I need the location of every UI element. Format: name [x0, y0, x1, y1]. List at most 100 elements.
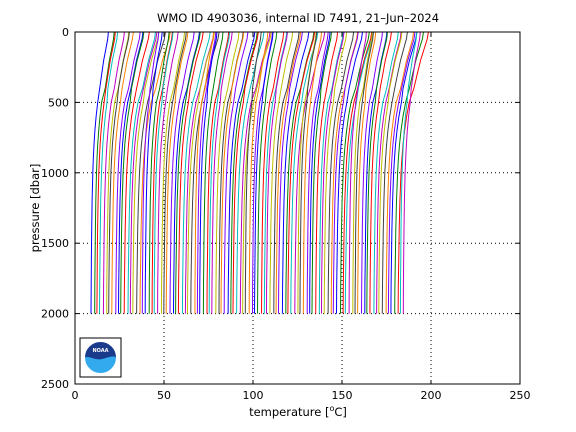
noaa-logo: NOAA	[79, 337, 122, 378]
profile-line	[236, 31, 265, 314]
profile-line	[387, 31, 416, 314]
profile-line	[402, 31, 421, 314]
y-tick-label: 1000	[41, 167, 69, 180]
profile-line	[96, 31, 116, 314]
profile-line	[369, 31, 392, 314]
profile-line	[232, 31, 259, 314]
profile-line	[90, 31, 109, 314]
noaa-logo-text: NOAA	[92, 348, 108, 354]
profile-line	[261, 31, 285, 314]
y-tick-label: 2500	[41, 378, 69, 391]
profile-line	[285, 31, 315, 314]
profile-line	[315, 31, 339, 314]
profile-line	[196, 31, 217, 314]
profile-line	[385, 31, 415, 314]
profile-line	[373, 31, 399, 314]
profile-line	[336, 31, 363, 314]
profile-line	[136, 31, 166, 314]
profile-line	[165, 31, 189, 314]
profile-line	[202, 31, 224, 314]
plot-frame	[74, 31, 521, 385]
noaa-logo-bird-icon	[84, 356, 117, 374]
profile-line	[115, 31, 141, 314]
x-axis-title: temperature [oC]	[249, 404, 347, 419]
profile-line	[266, 31, 288, 314]
profile-line	[118, 31, 144, 314]
profile-line	[302, 31, 323, 314]
profile-line	[160, 31, 186, 314]
profile-line	[151, 31, 173, 314]
profile-line	[275, 31, 302, 314]
profile-line	[153, 31, 174, 314]
x-tick-label: 0	[72, 389, 79, 402]
profile-line	[211, 31, 233, 314]
profile-line	[244, 31, 262, 314]
profile-line	[344, 31, 374, 314]
profile-line	[311, 31, 332, 314]
profile-line	[141, 31, 160, 314]
profile-line	[399, 31, 418, 314]
x-tick-label: 50	[157, 389, 171, 402]
profile-line	[318, 31, 344, 314]
x-tick-label: 150	[332, 389, 353, 402]
profile-line	[257, 31, 278, 314]
profile-line	[199, 31, 218, 314]
profile-line	[94, 31, 115, 314]
profile-line	[357, 31, 377, 314]
profile-line	[269, 31, 294, 314]
profile-line	[340, 31, 370, 314]
profile-line	[332, 31, 359, 314]
profile-line	[223, 31, 249, 314]
profile-line	[132, 31, 160, 314]
profile-line	[181, 31, 211, 314]
profile-line	[111, 31, 134, 314]
profile-line	[123, 31, 150, 314]
y-tick-label: 500	[48, 96, 69, 109]
profile-line	[327, 31, 355, 314]
profile-line	[348, 31, 367, 314]
profile-line	[273, 31, 300, 314]
profile-line	[248, 31, 269, 314]
profile-line	[157, 31, 179, 314]
profile-line	[378, 31, 403, 314]
profile-line	[306, 31, 329, 314]
y-axis-ticks: 0 500 1000 1500 2000 2500	[41, 26, 520, 391]
profile-line	[120, 31, 145, 314]
profile-line	[108, 31, 130, 314]
profile-line	[230, 31, 258, 314]
profile-line	[227, 31, 256, 314]
profile-line	[254, 31, 274, 314]
x-tick-label: 100	[243, 389, 264, 402]
profile-line	[129, 31, 158, 314]
profile-line	[342, 31, 373, 314]
profile-line	[321, 31, 345, 314]
profile-line	[148, 31, 170, 314]
profile-line	[352, 31, 373, 314]
profile-line	[299, 31, 318, 314]
profile-line	[206, 31, 230, 314]
chart-title: WMO ID 4903036, internal ID 7491, 21–Jun…	[157, 11, 439, 25]
profile-line	[173, 31, 200, 314]
y-tick-label: 0	[62, 26, 69, 39]
plot-area	[74, 31, 521, 385]
profile-line	[127, 31, 156, 314]
profile-line	[281, 31, 310, 314]
y-axis-title: pressure [dbar]	[28, 164, 42, 253]
profile-lines	[90, 31, 429, 314]
profile-line	[294, 31, 326, 314]
profile-line	[361, 31, 383, 314]
profile-line	[278, 31, 303, 314]
y-tick-label: 2000	[41, 308, 69, 321]
profile-line	[144, 31, 163, 314]
profile-line	[309, 31, 331, 314]
x-axis-title-unit-tail: C]	[334, 405, 347, 419]
profile-line	[220, 31, 245, 314]
profile-line	[376, 31, 402, 314]
profile-line	[169, 31, 195, 314]
profile-line	[366, 31, 388, 314]
profile-line	[263, 31, 288, 314]
x-tick-label: 250	[510, 389, 531, 402]
profile-line	[102, 31, 125, 314]
x-axis-title-main: temperature [	[249, 405, 329, 419]
